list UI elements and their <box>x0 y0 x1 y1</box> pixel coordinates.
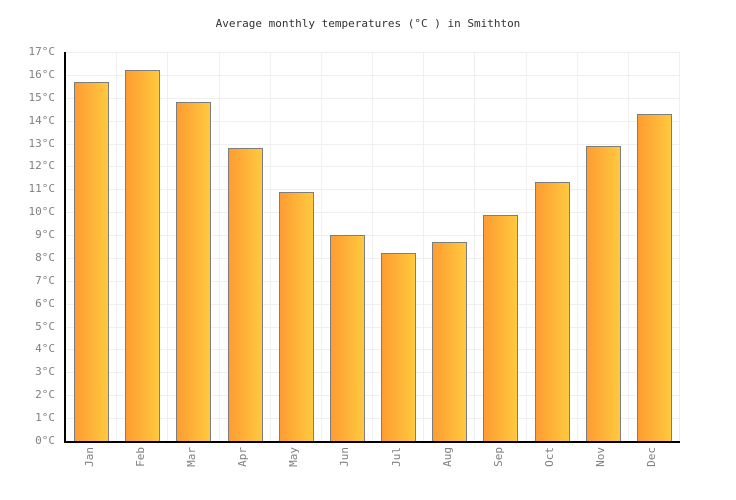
bar-jan <box>74 81 109 441</box>
x-tick-jan: Jan <box>83 447 96 467</box>
gridline-h-10 <box>66 212 680 213</box>
gridline-h-2 <box>66 395 680 396</box>
gridline-h-16 <box>66 75 680 76</box>
bar-aug <box>432 241 467 441</box>
y-tick-11: 11°C <box>28 182 56 195</box>
gridline-v-9 <box>526 52 527 441</box>
y-tick-13: 13°C <box>28 137 56 150</box>
plot-area <box>64 52 680 443</box>
bar-sep <box>483 214 518 441</box>
y-tick-1: 1°C <box>35 411 55 424</box>
bar-dec <box>637 113 672 441</box>
gridline-v-4 <box>270 52 271 441</box>
x-tick-oct: Oct <box>543 447 556 467</box>
y-tick-16: 16°C <box>28 68 56 81</box>
gridline-v-10 <box>577 52 578 441</box>
x-tick-aug: Aug <box>441 447 454 467</box>
gridline-h-1 <box>66 418 680 419</box>
y-tick-17: 17°C <box>28 45 56 58</box>
x-tick-apr: Apr <box>236 447 249 467</box>
gridline-h-3 <box>66 372 680 373</box>
y-tick-14: 14°C <box>28 114 56 127</box>
y-tick-10: 10°C <box>28 205 56 218</box>
x-tick-dec: Dec <box>645 447 658 467</box>
gridline-v-7 <box>423 52 424 441</box>
gridline-v-3 <box>219 52 220 441</box>
gridline-h-9 <box>66 235 680 236</box>
gridline-h-8 <box>66 258 680 259</box>
gridline-v-1 <box>116 52 117 441</box>
gridline-h-11 <box>66 189 680 190</box>
x-tick-may: May <box>287 447 300 467</box>
x-tick-feb: Feb <box>134 447 147 467</box>
gridline-h-17 <box>66 52 680 53</box>
gridline-h-13 <box>66 144 680 145</box>
y-tick-7: 7°C <box>35 274 55 287</box>
x-tick-jul: Jul <box>390 447 403 467</box>
gridline-h-14 <box>66 121 680 122</box>
gridline-h-6 <box>66 304 680 305</box>
gridline-v-2 <box>167 52 168 441</box>
bar-jun <box>330 235 365 441</box>
x-tick-jun: Jun <box>338 447 351 467</box>
y-tick-0: 0°C <box>35 434 55 447</box>
y-tick-6: 6°C <box>35 297 55 310</box>
x-tick-mar: Mar <box>185 447 198 467</box>
bar-mar <box>176 102 211 441</box>
gridline-h-15 <box>66 98 680 99</box>
y-tick-9: 9°C <box>35 228 55 241</box>
x-tick-nov: Nov <box>594 447 607 467</box>
y-tick-4: 4°C <box>35 342 55 355</box>
gridline-h-5 <box>66 327 680 328</box>
bar-feb <box>125 70 160 441</box>
y-tick-8: 8°C <box>35 251 55 264</box>
gridline-v-8 <box>474 52 475 441</box>
gridline-h-4 <box>66 349 680 350</box>
y-tick-2: 2°C <box>35 388 55 401</box>
y-tick-3: 3°C <box>35 365 55 378</box>
y-tick-5: 5°C <box>35 320 55 333</box>
gridline-v-6 <box>372 52 373 441</box>
bar-jul <box>381 253 416 441</box>
gridline-v-11 <box>628 52 629 441</box>
gridline-v-12 <box>679 52 680 441</box>
gridline-h-12 <box>66 166 680 167</box>
gridline-v-5 <box>321 52 322 441</box>
y-tick-15: 15°C <box>28 91 56 104</box>
bar-apr <box>228 148 263 441</box>
chart-title: Average monthly temperatures (°C ) in Sm… <box>215 17 521 30</box>
bar-may <box>279 191 314 441</box>
gridline-h-7 <box>66 281 680 282</box>
x-tick-sep: Sep <box>492 447 505 467</box>
bar-nov <box>586 145 621 441</box>
y-tick-12: 12°C <box>28 159 56 172</box>
bar-oct <box>535 182 570 441</box>
